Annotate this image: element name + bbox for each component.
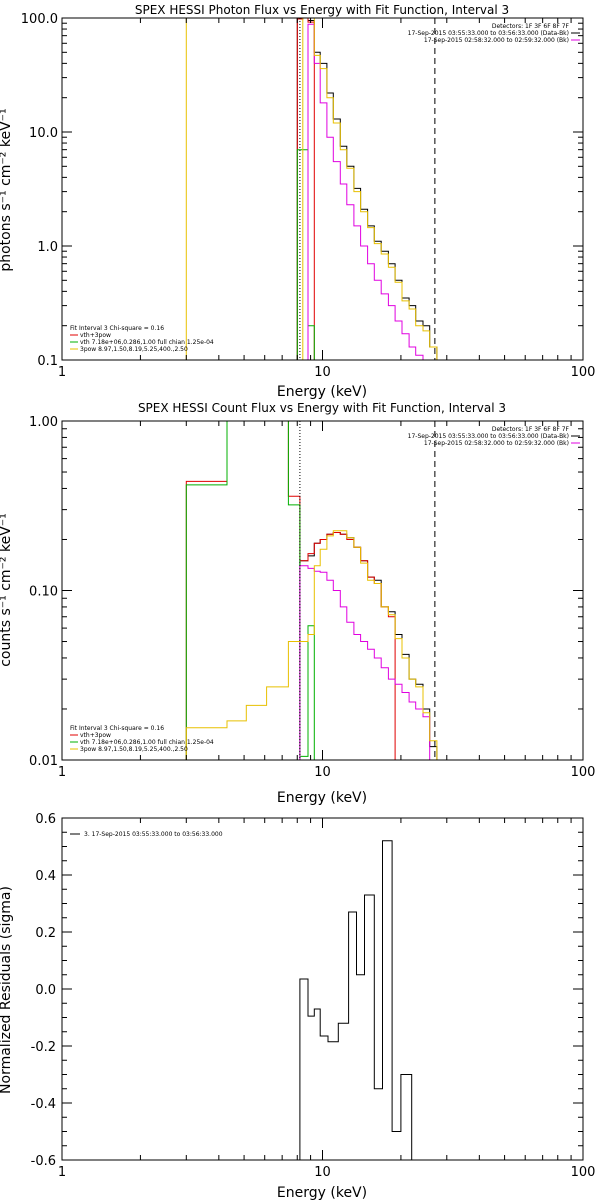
series-line-0 [299,532,438,760]
x-axis-label: Energy (keV) [277,384,367,400]
y-tick-label: 10.0 [29,126,58,141]
y-axis-label: Normalized Residuals (sigma) [0,886,14,1094]
y-tick-label: -0.2 [31,1040,56,1055]
plot-area [299,840,413,1160]
series-line-0 [296,18,438,360]
y-tick-label: 0.6 [35,812,56,827]
y-tick-label: -0.6 [31,1154,56,1169]
count-flux-panel: SPEX HESSI Count Flux vs Energy with Fit… [0,401,595,806]
plot-area [185,18,444,360]
x-tick-label: 1 [58,1165,66,1180]
y-tick-label: 0.01 [29,754,58,769]
panel-title: SPEX HESSI Photon Flux vs Energy with Fi… [135,3,509,17]
plot-frame [61,17,584,361]
legend-entry-2: vth 7.18e+06,0.286,1.00 full chian 1.25e… [80,339,214,346]
legend-entry-3: 3pow 8.97,1.50,8.19,5.25,400.,2.50 [80,346,188,353]
legend-entry-1: vth+3pow [80,332,111,339]
series-line-3 [296,23,438,360]
x-axis-label: Energy (keV) [277,1185,367,1200]
legend-entry-0: Fit Interval 3 Chi-square = 0.16 [70,725,164,732]
y-tick-label: 0.0 [35,983,56,998]
plot-area [185,421,451,760]
x-tick-label: 1 [58,365,66,380]
y-tick-label: 0.10 [29,585,58,600]
plot-frame [61,420,584,761]
photon-flux-panel: SPEX HESSI Photon Flux vs Energy with Fi… [0,3,595,400]
header-line-2: 17-Sep-2015 02:58:32.000 to 02:59:32.000… [424,440,569,447]
x-tick-label: 10 [314,765,331,780]
x-axis-label: Energy (keV) [277,790,367,806]
y-tick-label: 0.4 [35,869,56,884]
header-line-1: 17-Sep-2015 03:55:33.000 to 03:56:33.000… [408,433,569,440]
series-line-3 [299,565,438,760]
y-tick-label: 1.0 [37,240,58,255]
x-tick-label: 100 [571,765,596,780]
x-tick-label: 1 [58,765,66,780]
header-line-0: Detectors: 1F 3F 6F 8F 7F [492,23,570,30]
panel-title: SPEX HESSI Count Flux vs Energy with Fit… [138,401,506,415]
header-line-2: 17-Sep-2015 02:58:32.000 to 02:59:32.000… [424,37,569,44]
y-tick-label: 1.00 [29,415,58,430]
residuals-panel: Energy (keV) Normalized Residuals (sigma… [0,812,595,1200]
series-line-4 [185,530,451,760]
legend-entry-1: vth+3pow [80,732,111,739]
legend-entry-3: 3pow 8.97,1.50,8.19,5.25,400.,2.50 [80,746,188,753]
y-tick-label: 100.0 [21,12,58,27]
header-line-0: Detectors: 1F 3F 6F 8F 7F [492,426,570,433]
series-line-2 [296,149,321,360]
legend-entry-2: vth 7.18e+06,0.286,1.00 full chian 1.25e… [80,739,214,746]
series-line-2 [185,421,315,760]
y-tick-label: 0.1 [37,354,58,369]
series-line-4 [296,18,444,360]
series-line-1 [296,18,315,360]
plot-frame [61,817,584,1161]
series-line-0 [299,840,413,1160]
x-tick-label: 10 [314,365,331,380]
x-tick-label: 100 [571,365,596,380]
legend-entry-0: Fit Interval 3 Chi-square = 0.16 [70,325,164,332]
series-line-1 [185,421,396,760]
x-tick-label: 100 [571,1165,596,1180]
y-tick-label: 0.2 [35,926,56,941]
y-axis-label: counts s⁻¹ cm⁻² keV⁻¹ [0,513,14,667]
header-line-1: 17-Sep-2015 03:55:33.000 to 03:56:33.000… [408,30,569,37]
y-axis-label: photons s⁻¹ cm⁻² keV⁻¹ [0,108,14,271]
y-tick-label: -0.4 [31,1097,56,1112]
legend-entry-0: 3. 17-Sep-2015 03:55:33.000 to 03:56:33.… [84,831,223,838]
x-tick-label: 10 [314,1165,331,1180]
